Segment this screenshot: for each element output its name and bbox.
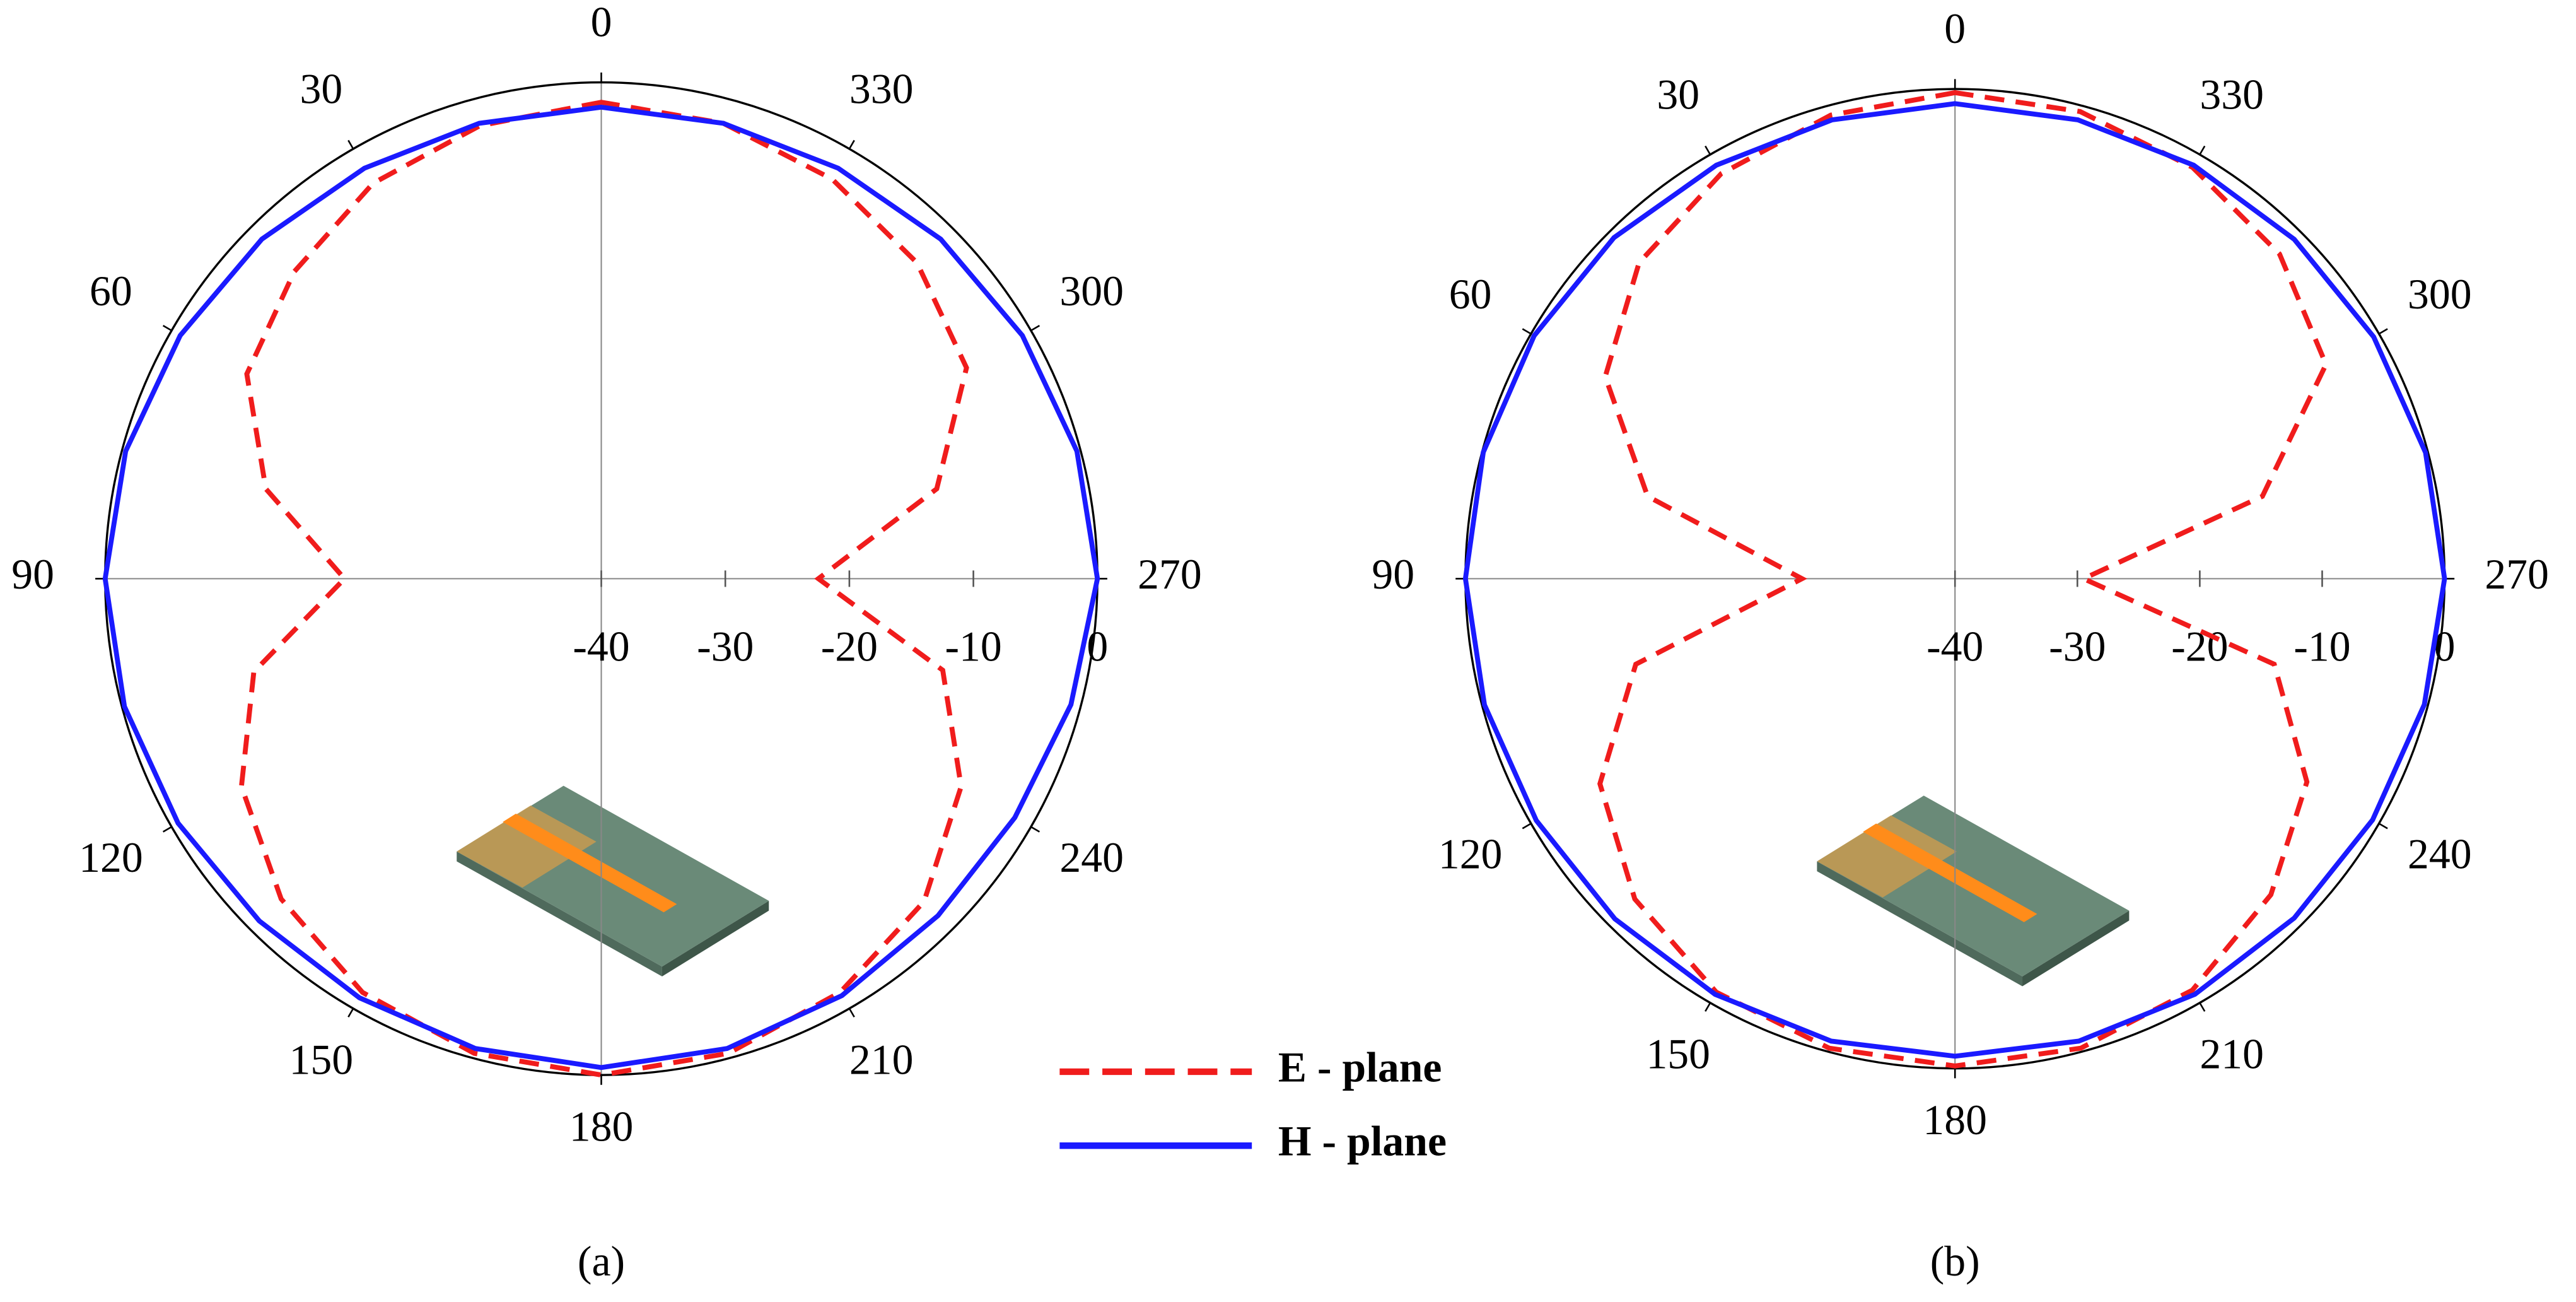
antenna-inset (1817, 795, 2130, 987)
theta-tick (2378, 823, 2388, 830)
antenna-inset (457, 785, 769, 976)
theta-tick (848, 139, 855, 150)
theta-tick-label: 60 (90, 267, 132, 315)
theta-tick-label: 90 (11, 551, 54, 598)
pattern-line (1597, 90, 2329, 1069)
theta-tick-label: 180 (1923, 1096, 1987, 1144)
theta-tick (1705, 145, 1711, 155)
theta-tick-label: 330 (2200, 71, 2264, 119)
theta-tick-label: 300 (1059, 267, 1124, 315)
theta-tick (2199, 145, 2206, 155)
r-tick-label: -10 (945, 623, 1001, 671)
theta-tick-label: 240 (1059, 834, 1124, 881)
theta-tick (1030, 325, 1040, 332)
theta-tick (162, 826, 172, 833)
r-tick-label: -40 (573, 623, 629, 671)
theta-tick (347, 1008, 354, 1018)
r-tick-label: -20 (821, 623, 878, 671)
theta-tick-label: 30 (300, 66, 342, 113)
theta-tick-label: 90 (1372, 551, 1414, 598)
theta-tick (1522, 328, 1532, 335)
pattern-line (102, 104, 1100, 1070)
theta-tick-label: 210 (849, 1036, 914, 1083)
caption: (a) (578, 1238, 625, 1285)
theta-tick-label: 0 (591, 0, 612, 46)
r-tick-label: -30 (2049, 623, 2106, 671)
theta-tick-label: 120 (1438, 831, 1503, 878)
theta-tick-label: 300 (2408, 271, 2472, 318)
theta-tick (162, 325, 172, 332)
r-tick-label: -20 (2171, 623, 2228, 671)
theta-tick-label: 240 (2408, 831, 2472, 878)
theta-tick (2199, 1002, 2206, 1012)
theta-tick (1030, 826, 1040, 833)
legend-label: E - plane (1278, 1043, 1442, 1091)
theta-tick (848, 1008, 855, 1018)
theta-tick (1522, 823, 1532, 830)
theta-tick-label: 210 (2200, 1030, 2264, 1077)
theta-tick (347, 139, 354, 150)
pattern-line (238, 100, 969, 1078)
theta-tick-label: 150 (289, 1036, 354, 1083)
theta-tick-label: 60 (1449, 271, 1492, 318)
r-tick-label: -40 (1926, 623, 1983, 671)
theta-tick-label: 180 (569, 1103, 634, 1150)
theta-tick-label: 150 (1646, 1030, 1710, 1077)
theta-tick (1705, 1002, 1711, 1012)
r-tick-label: -10 (2293, 623, 2350, 671)
legend-label: H - plane (1278, 1118, 1447, 1165)
theta-tick-label: 30 (1657, 71, 1699, 119)
r-tick-label: -30 (697, 623, 754, 671)
caption: (b) (1930, 1238, 1980, 1285)
theta-tick-label: 0 (1944, 5, 1966, 52)
pattern-line (1462, 101, 2447, 1059)
theta-tick-label: 270 (2485, 551, 2549, 598)
theta-tick-label: 330 (849, 66, 914, 113)
theta-tick (2378, 328, 2388, 335)
r-tick-label: 0 (1087, 623, 1108, 671)
theta-tick-label: 120 (79, 834, 143, 881)
theta-tick-label: 270 (1138, 551, 1202, 598)
